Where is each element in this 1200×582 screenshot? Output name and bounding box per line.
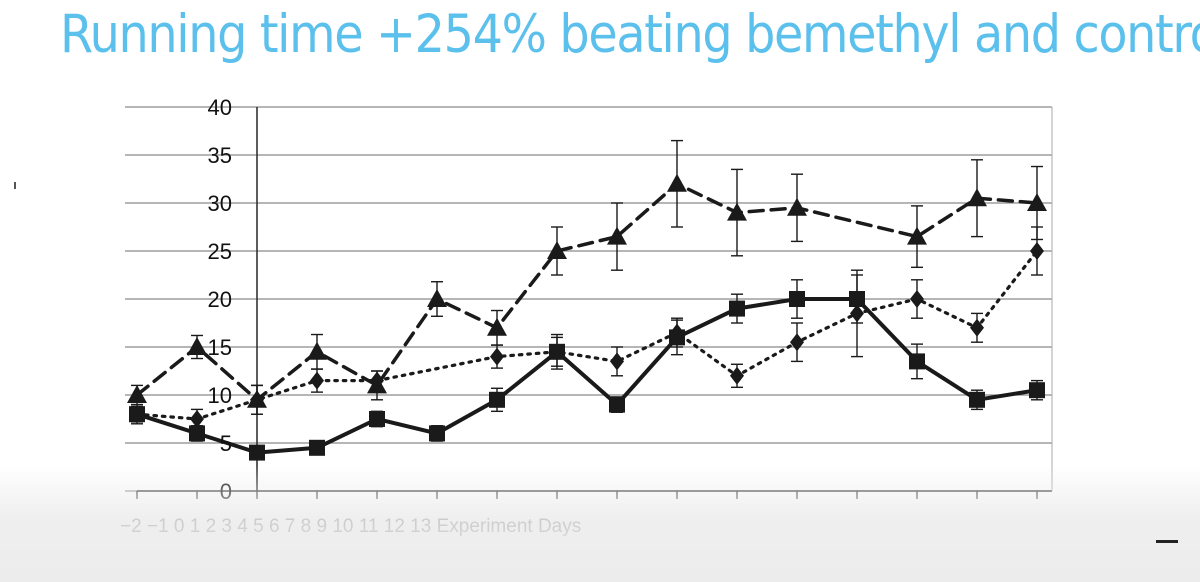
triangle-marker [787, 197, 807, 216]
square-marker [549, 343, 565, 360]
triangle-marker [307, 341, 327, 360]
diamond-marker [610, 352, 624, 371]
triangle-marker [1027, 193, 1047, 211]
square-marker [309, 439, 325, 456]
triangle-marker [667, 173, 687, 192]
square-marker [249, 444, 265, 461]
diamond-marker [250, 390, 264, 409]
square-marker [429, 425, 445, 442]
square-marker [489, 391, 505, 408]
series-line [135, 182, 1039, 402]
triangle-marker [547, 241, 567, 259]
y-tick-label: 20 [208, 287, 232, 312]
diamond-marker [790, 333, 804, 352]
diamond-marker [1030, 242, 1044, 260]
triangle-marker [487, 317, 507, 336]
square-marker [369, 411, 385, 427]
series-line [135, 249, 1039, 421]
square-marker [1029, 382, 1045, 399]
diamond-marker [490, 347, 504, 366]
triangle-marker [187, 337, 207, 355]
y-tick-label: 25 [208, 239, 232, 264]
y-tick-label: 15 [208, 335, 232, 360]
triangle-marker [907, 226, 927, 245]
triangle-marker [127, 385, 147, 403]
series-triangle [127, 139, 1047, 415]
chart-series [127, 139, 1047, 461]
y-tick-label: 30 [208, 191, 232, 216]
corner-dash [1156, 540, 1178, 543]
slide-title: Running time +254% beating bemethyl and … [60, 4, 1200, 65]
square-marker [669, 329, 685, 346]
square-marker [189, 425, 205, 442]
y-tick-label: 5 [220, 431, 232, 456]
diamond-marker [370, 371, 384, 390]
diamond-marker [310, 371, 324, 390]
series-line [135, 297, 1039, 455]
x-axis-tick-labels: −2 −1 0 1 2 3 4 5 6 7 8 9 10 11 12 13 Ex… [120, 516, 581, 537]
square-marker [909, 353, 925, 370]
side-mark [14, 182, 16, 189]
triangle-marker [607, 226, 627, 245]
series-square [129, 274, 1045, 461]
diamond-marker [190, 410, 204, 428]
diamond-marker [970, 318, 984, 337]
square-marker [729, 300, 745, 317]
y-tick-label: 0 [220, 479, 232, 504]
square-marker [849, 291, 865, 307]
square-marker [789, 291, 805, 307]
diamond-marker [910, 290, 924, 308]
diamond-marker [730, 366, 744, 385]
square-marker [969, 391, 985, 408]
y-tick-label: 35 [208, 143, 232, 168]
triangle-marker [967, 188, 987, 207]
square-marker [609, 396, 625, 413]
triangle-marker [427, 289, 447, 307]
triangle-marker [727, 202, 747, 221]
y-tick-label: 40 [208, 95, 232, 120]
square-marker [129, 406, 145, 423]
series-diamond [130, 226, 1044, 430]
y-tick-label: 10 [208, 383, 232, 408]
